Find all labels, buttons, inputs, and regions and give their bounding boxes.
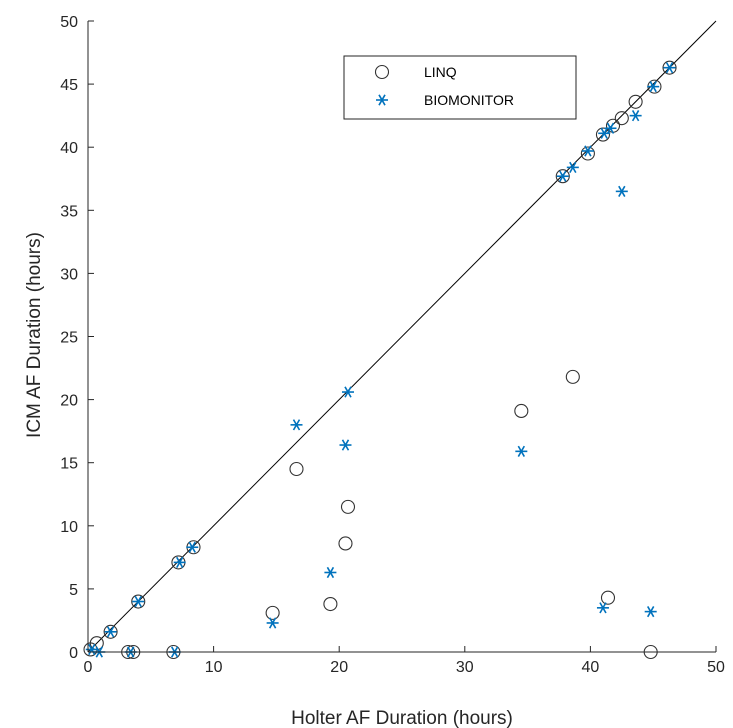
- biomonitor-point: [515, 445, 528, 457]
- linq-point: [565, 369, 580, 384]
- biomonitor-point: [647, 81, 660, 93]
- linq-point: [323, 596, 338, 612]
- linq-point: [131, 594, 146, 609]
- legend-label: BIOMONITOR: [424, 92, 514, 108]
- biomonitor-point: [339, 439, 352, 451]
- linq-point: [103, 624, 118, 639]
- legend-box: [343, 55, 577, 120]
- biomonitor-point: [266, 617, 279, 629]
- linq-point: [628, 94, 643, 109]
- biomonitor-point: [173, 556, 186, 568]
- biomonitor-point: [324, 566, 337, 579]
- linq-point: [514, 403, 529, 419]
- biomonitor-point: [556, 170, 569, 182]
- y-tick-label: 5: [69, 582, 78, 599]
- linq-point: [595, 127, 611, 142]
- biomonitor-point: [376, 94, 388, 106]
- biomonitor-point: [341, 386, 354, 398]
- y-tick-label: 25: [60, 330, 78, 347]
- linq-point: [600, 590, 616, 605]
- linq-point: [614, 111, 629, 126]
- y-tick-label: 15: [60, 456, 78, 473]
- y-tick-label: 35: [60, 203, 78, 220]
- biomonitor-point: [104, 626, 117, 638]
- y-tick-label: 50: [60, 14, 78, 31]
- linq-point: [338, 536, 353, 551]
- x-tick-label: 30: [456, 659, 474, 676]
- x-tick-label: 40: [582, 659, 600, 676]
- x-tick-label: 20: [330, 659, 348, 676]
- legend-label: LINQ: [424, 64, 457, 80]
- biomonitor-point: [663, 62, 676, 74]
- x-tick-label: 10: [205, 659, 223, 676]
- y-tick-label: 20: [60, 393, 78, 410]
- linq-point: [340, 499, 356, 514]
- linq-point: [374, 64, 390, 80]
- y-tick-label: 45: [60, 77, 78, 94]
- y-axis-title: ICM AF Duration (hours): [24, 232, 45, 438]
- linq-point: [662, 60, 677, 75]
- biomonitor-point: [581, 145, 594, 157]
- legend: LINQ BIOMONITOR: [343, 55, 577, 120]
- axes: 0 10 20 30 40 50 0 5 10 15 20 25 30 35 40 45 50: [60, 14, 725, 676]
- biomonitor-point: [186, 541, 199, 553]
- x-axis-title: Holter AF Duration (hours): [291, 708, 513, 728]
- linq-point: [555, 169, 570, 184]
- legend-item-linq: LINQ: [374, 64, 457, 80]
- biomonitor-point: [604, 122, 617, 134]
- biomonitor-point: [615, 185, 628, 197]
- x-tick-label: 50: [707, 659, 725, 676]
- biomonitor-point: [290, 419, 303, 431]
- biomonitor-point: [629, 110, 642, 122]
- linq-point: [265, 605, 280, 620]
- plot-area: [83, 20, 717, 660]
- biomonitor-point: [566, 161, 579, 173]
- legend-item-biomonitor: BIOMONITOR: [376, 92, 514, 108]
- y-tick-label: 30: [60, 266, 78, 283]
- biomonitor-point: [596, 602, 609, 614]
- biomonitor-point: [644, 606, 657, 618]
- y-tick-label: 40: [60, 140, 78, 157]
- linq-point: [580, 146, 595, 161]
- linq-point: [289, 461, 304, 477]
- y-tick-label: 10: [60, 519, 78, 536]
- biomonitor-point: [132, 595, 145, 608]
- x-tick-label: 0: [84, 659, 93, 676]
- y-tick-label: 0: [69, 645, 78, 662]
